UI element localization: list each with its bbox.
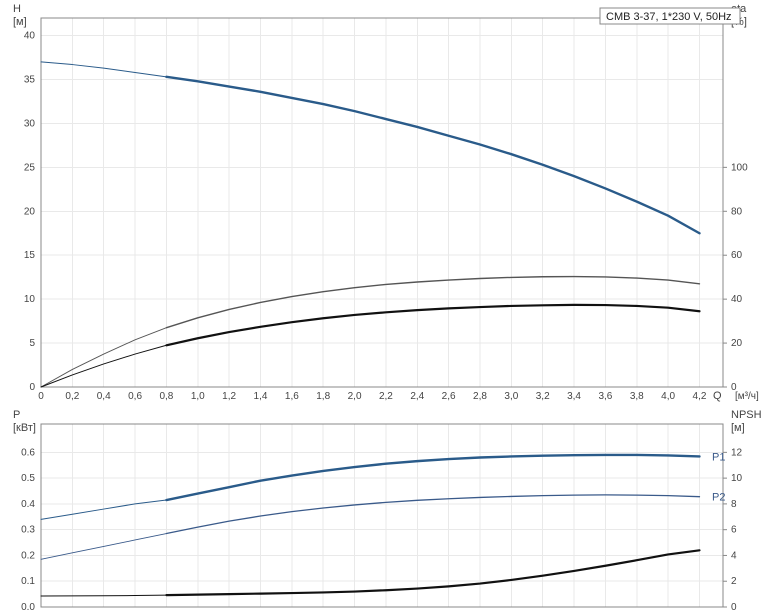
yr-tick-label: 12 [731, 447, 743, 458]
x-tick-label: 2,8 [473, 391, 487, 402]
yr-unit: [м] [731, 422, 745, 434]
yr-tick-label: 6 [731, 525, 737, 536]
yl-title: H [13, 3, 21, 15]
yl-tick-label: 25 [24, 162, 36, 173]
yr-tick-label: 20 [731, 338, 743, 349]
yl-tick-label: 30 [24, 118, 36, 129]
x-tick-label: 3,4 [567, 391, 581, 402]
x-tick-label: 0,2 [65, 391, 79, 402]
x-title: Q [713, 390, 722, 402]
yl-tick-label: 35 [24, 75, 36, 86]
x-tick-label: 1,4 [254, 391, 268, 402]
yr-tick-label: 80 [731, 206, 743, 217]
yl-tick-label: 0.4 [21, 499, 35, 510]
x-tick-label: 2,4 [410, 391, 424, 402]
x-tick-label: 4,2 [693, 391, 707, 402]
model-info-text: CMB 3-37, 1*230 V, 50Hz [606, 11, 732, 23]
yl-tick-label: 0 [29, 382, 35, 393]
x-tick-label: 0,6 [128, 391, 142, 402]
x-tick-label: 0,8 [159, 391, 173, 402]
yl-tick-label: 0.2 [21, 550, 35, 561]
x-tick-label: 2,6 [442, 391, 456, 402]
yl-tick-label: 15 [24, 250, 36, 261]
yr-tick-label: 60 [731, 250, 743, 261]
yl-unit: [м] [13, 16, 27, 28]
yl-tick-label: 0.0 [21, 602, 35, 611]
yr-title: NPSH [731, 409, 762, 421]
yl-tick-label: 20 [24, 206, 36, 217]
x-tick-label: 1,8 [316, 391, 330, 402]
yl-unit: [кВт] [13, 422, 36, 434]
yr-tick-label: 100 [731, 162, 748, 173]
x-unit: [м³/ч] [735, 391, 759, 402]
x-tick-label: 3,8 [630, 391, 644, 402]
x-tick-label: 0,4 [97, 391, 111, 402]
yl-tick-label: 5 [29, 338, 35, 349]
yl-tick-label: 0.3 [21, 525, 35, 536]
yr-tick-label: 10 [731, 473, 743, 484]
yl-title: P [13, 409, 20, 421]
series-label-P2: P2 [712, 492, 725, 504]
yr-tick-label: 8 [731, 499, 737, 510]
yr-tick-label: 40 [731, 294, 743, 305]
x-tick-label: 2,0 [348, 391, 362, 402]
series-label-P1: P1 [712, 452, 725, 464]
x-tick-label: 1,6 [285, 391, 299, 402]
x-tick-label: 0 [38, 391, 44, 402]
yl-tick-label: 0.5 [21, 473, 35, 484]
x-tick-label: 3,0 [504, 391, 518, 402]
yr-tick-label: 4 [731, 550, 737, 561]
yr-tick-label: 2 [731, 576, 737, 587]
yl-tick-label: 0.1 [21, 576, 35, 587]
x-tick-label: 1,0 [191, 391, 205, 402]
x-tick-label: 4,0 [661, 391, 675, 402]
x-tick-label: 3,2 [536, 391, 550, 402]
x-tick-label: 3,6 [598, 391, 612, 402]
yl-tick-label: 10 [24, 294, 36, 305]
yl-tick-label: 0.6 [21, 447, 35, 458]
yr-tick-label: 0 [731, 602, 737, 611]
x-tick-label: 2,2 [379, 391, 393, 402]
x-tick-label: 1,2 [222, 391, 236, 402]
pump-curve-chart: 0 0,2 0,4 0,6 0,8 1,0 1,2 1,4 1,6 1,8 2,0 2,2 2,4 2,6… [0, 0, 774, 611]
yl-tick-label: 40 [24, 31, 36, 42]
